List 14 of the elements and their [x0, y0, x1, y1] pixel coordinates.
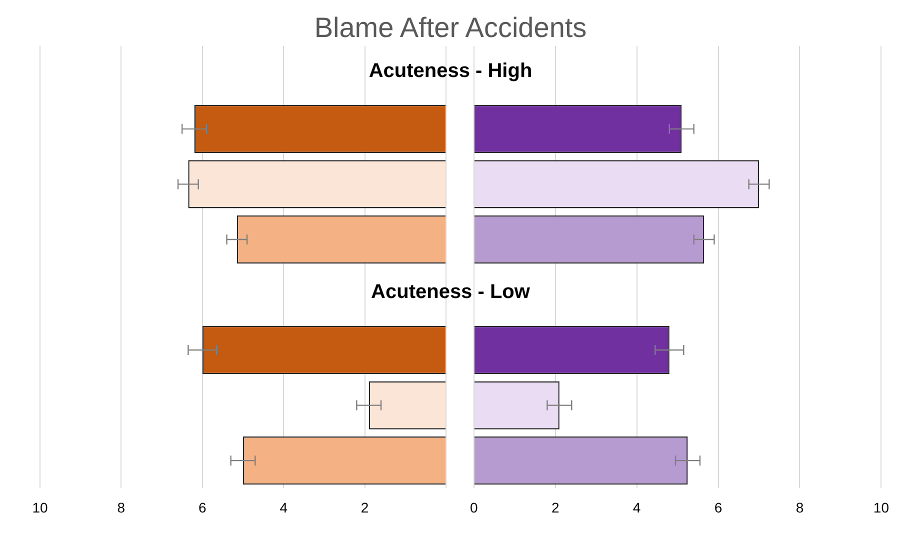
x-tick-label: 4: [632, 499, 641, 516]
x-tick-label: 10: [873, 499, 890, 516]
x-tick-label: 8: [796, 499, 804, 516]
chart-title: Blame After Accidents: [313, 12, 588, 44]
x-tick-label: 6: [198, 499, 206, 516]
x-tick-label: 2: [551, 499, 560, 516]
x-tick-label: 2: [360, 499, 369, 516]
x-tick-label: 4: [280, 499, 288, 516]
x-tick-label: 6: [714, 499, 722, 516]
annotation: Acuteness - High: [368, 60, 534, 83]
x-tick-label: 8: [117, 499, 126, 516]
annotation: Acuteness - Low: [370, 280, 531, 304]
x-tick-label: 10: [32, 499, 48, 516]
x-tick-label: 0: [470, 499, 478, 516]
